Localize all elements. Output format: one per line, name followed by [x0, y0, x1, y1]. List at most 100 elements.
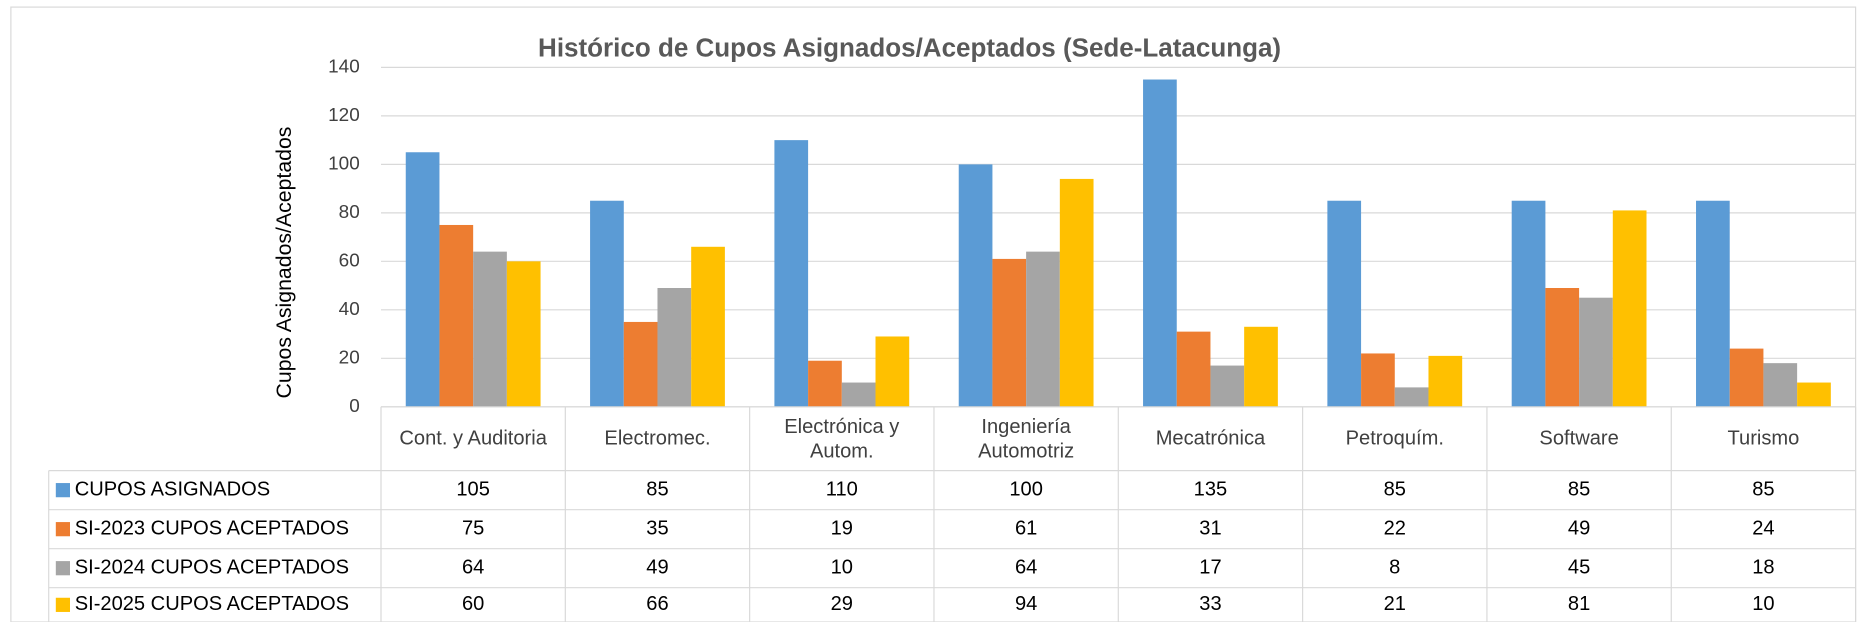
table-value: 35: [646, 517, 668, 539]
table-value: 94: [1015, 593, 1037, 615]
x-tick-label: Mecatrónica: [1155, 427, 1266, 450]
chart-border: [10, 6, 1857, 622]
legend-label: SI-2023 CUPOS ACEPTADOS: [75, 517, 349, 539]
table-value: 100: [1009, 478, 1043, 500]
table-value: 17: [1199, 557, 1221, 579]
bar: [958, 164, 993, 407]
table-value: 24: [1752, 517, 1774, 539]
legend-swatch: [55, 483, 70, 498]
legend-swatch: [55, 597, 70, 612]
table-value: 85: [646, 478, 668, 500]
table-value: 29: [831, 593, 853, 615]
bar: [1797, 382, 1831, 407]
x-tick-label: Ingeniería Automotriz: [978, 414, 1075, 463]
bar: [992, 258, 1027, 407]
table-value: 19: [831, 517, 853, 539]
table-value: 49: [646, 557, 668, 579]
x-tick-label: Turismo: [1727, 427, 1800, 450]
category-cell: Ingeniería Automotriz: [978, 414, 1075, 463]
chart-title: Histórico de Cupos Asignados/Aceptados (…: [538, 33, 1281, 63]
category-cell: Electromec.: [604, 427, 711, 450]
category-cell: Turismo: [1727, 427, 1800, 450]
y-tick-label: 60: [339, 250, 360, 271]
legend-label: SI-2025 CUPOS ACEPTADOS: [75, 593, 349, 615]
bar: [1176, 331, 1211, 407]
legend-label: SI-2024 CUPOS ACEPTADOS: [75, 557, 349, 579]
table-value: 8: [1389, 557, 1400, 579]
category-cell: Mecatrónica: [1155, 427, 1266, 450]
x-tick-label: Electromec.: [604, 427, 711, 450]
bar: [657, 288, 692, 407]
table-value: 135: [1194, 478, 1228, 500]
bar: [1729, 348, 1764, 407]
table-value: 105: [456, 478, 490, 500]
table-value: 85: [1384, 478, 1406, 500]
legend-label: CUPOS ASIGNADOS: [75, 478, 270, 500]
bar: [1361, 353, 1395, 407]
bar: [1244, 326, 1278, 407]
bar: [1394, 387, 1429, 407]
y-tick-label: 100: [328, 153, 360, 174]
category-cell: Software: [1539, 427, 1619, 450]
bar: [1026, 251, 1060, 407]
y-tick-label: 120: [328, 105, 360, 126]
table-value: 64: [462, 557, 484, 579]
table-value: 61: [1015, 517, 1037, 539]
table-value: 85: [1568, 478, 1590, 500]
legend-swatch: [55, 522, 70, 537]
table-value: 75: [462, 517, 484, 539]
x-tick-label: Electrónica y Autom.: [784, 414, 900, 463]
table-value: 18: [1752, 557, 1774, 579]
y-tick-label: 20: [339, 347, 360, 368]
bar: [473, 251, 507, 407]
bar: [841, 382, 876, 407]
bar: [506, 261, 541, 407]
bar: [1612, 210, 1647, 407]
table-value: 21: [1384, 593, 1406, 615]
table-value: 60: [462, 593, 484, 615]
table-value: 22: [1384, 517, 1406, 539]
bar: [1327, 200, 1362, 407]
bar: [774, 140, 809, 407]
bar: [1545, 288, 1580, 407]
x-tick-label: Petroquím.: [1345, 427, 1444, 450]
bar: [691, 246, 725, 407]
bar: [875, 336, 910, 407]
table-value: 10: [1752, 593, 1774, 615]
bar: [1059, 178, 1094, 407]
bar: [1696, 200, 1730, 407]
bar: [1579, 297, 1613, 407]
category-cell: Electrónica y Autom.: [784, 414, 900, 463]
table-value: 31: [1199, 517, 1221, 539]
table-value: 10: [831, 557, 853, 579]
bar: [405, 152, 440, 407]
table-value: 66: [646, 593, 668, 615]
x-tick-label: Software: [1539, 427, 1619, 450]
category-cell: Petroquím.: [1345, 427, 1444, 450]
bar: [1428, 355, 1463, 407]
y-tick-label: 0: [349, 396, 360, 417]
legend-swatch: [55, 561, 70, 576]
bar: [590, 200, 624, 407]
x-tick-label: Cont. y Auditoria: [399, 427, 547, 450]
y-tick-label: 140: [328, 56, 360, 77]
table-value: 49: [1568, 517, 1590, 539]
bar: [1763, 363, 1798, 407]
bar: [808, 360, 842, 407]
bar: [1511, 200, 1546, 407]
table-value: 45: [1568, 557, 1590, 579]
bar: [439, 224, 474, 407]
bar: [1210, 365, 1245, 407]
y-axis-label: Cupos Asignados/Aceptados: [272, 127, 296, 399]
table-value: 81: [1568, 593, 1590, 615]
category-cell: Cont. y Auditoria: [399, 427, 547, 450]
y-tick-label: 80: [339, 202, 360, 223]
table-value: 110: [826, 478, 858, 500]
table-value: 33: [1199, 593, 1221, 615]
y-tick-label: 40: [339, 299, 360, 320]
table-value: 85: [1752, 478, 1774, 500]
bar: [1143, 79, 1177, 407]
bar: [623, 321, 658, 407]
